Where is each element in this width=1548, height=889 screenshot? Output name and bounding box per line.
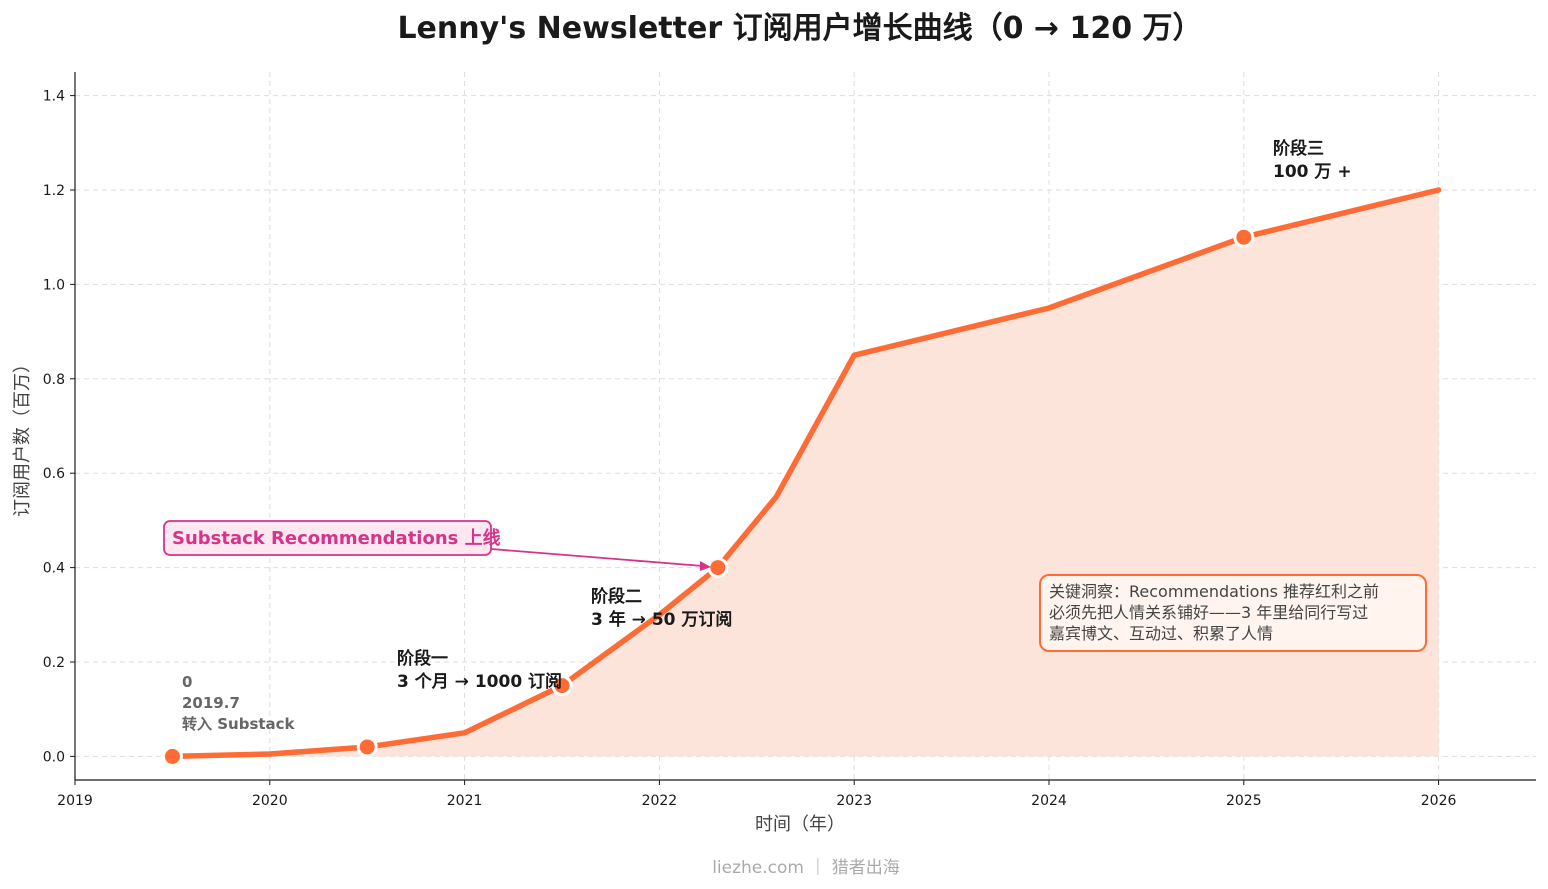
phase1-title: 阶段一: [397, 648, 448, 669]
y-tick-label: 0.2: [43, 655, 65, 671]
y-tick-label: 0.0: [43, 749, 65, 765]
data-point: [551, 675, 573, 697]
x-tick-label: 2019: [57, 793, 93, 809]
footer-credit: liezhe.com ｜ 猎者出海: [712, 858, 900, 878]
phase2-detail: 3 年 → 50 万订阅: [591, 609, 732, 630]
x-tick-label: 2020: [252, 793, 288, 809]
x-tick-label: 2026: [1421, 793, 1457, 809]
insight-line-1: 关键洞察：Recommendations 推荐红利之前: [1049, 582, 1379, 601]
insight-line-2: 必须先把人情关系铺好——3 年里给同行写过: [1049, 603, 1368, 622]
y-axis-label: 订阅用户数（百万）: [12, 355, 33, 517]
x-tick-label: 2022: [642, 793, 678, 809]
ticks: 0.0 0.2 0.4 0.6 0.8 1.0 1.2 1.4 2019 2020 2021 2022…: [43, 89, 1457, 809]
insight-box: [1039, 574, 1427, 652]
start-label-event: 转入 Substack: [182, 715, 296, 733]
markers: [161, 226, 1255, 767]
y-tick-label: 1.2: [43, 183, 65, 199]
y-tick-label: 1.4: [43, 89, 65, 105]
start-label-date: 2019.7: [182, 694, 240, 712]
phase3-detail: 100 万 +: [1273, 162, 1352, 182]
recommendations-callout-text: Substack Recommendations 上线: [172, 527, 501, 549]
y-tick-label: 0.8: [43, 372, 65, 388]
phase2-title: 阶段二: [591, 586, 642, 607]
y-tick-label: 0.6: [43, 466, 65, 482]
recommendations-arrow-line: [490, 548, 704, 567]
data-point: [1233, 226, 1255, 248]
data-point: [356, 736, 378, 758]
start-label-value: 0: [182, 673, 192, 691]
x-tick-label: 2025: [1226, 793, 1262, 809]
x-tick-label: 2021: [447, 793, 483, 809]
phase3-title: 阶段三: [1273, 138, 1324, 159]
series-line: [169, 187, 1442, 760]
x-axis-label: 时间（年）: [755, 814, 845, 835]
area-fill: [172, 190, 1439, 757]
insight-line-3: 嘉宾博文、互动过、积累了人情: [1049, 624, 1273, 643]
recommendations-arrowhead: [700, 561, 711, 571]
phase1-detail: 3 个月 → 1000 订阅: [397, 671, 562, 692]
x-tick-label: 2023: [836, 793, 872, 809]
recommendations-callout-box: [163, 520, 492, 556]
x-tick-label: 2024: [1031, 793, 1067, 809]
data-point: [161, 745, 183, 767]
data-point: [707, 557, 729, 579]
y-tick-label: 0.4: [43, 561, 65, 577]
y-tick-label: 1.0: [43, 277, 65, 293]
chart-title: Lenny's Newsletter 订阅用户增长曲线（0 → 120 万）: [397, 11, 1202, 46]
